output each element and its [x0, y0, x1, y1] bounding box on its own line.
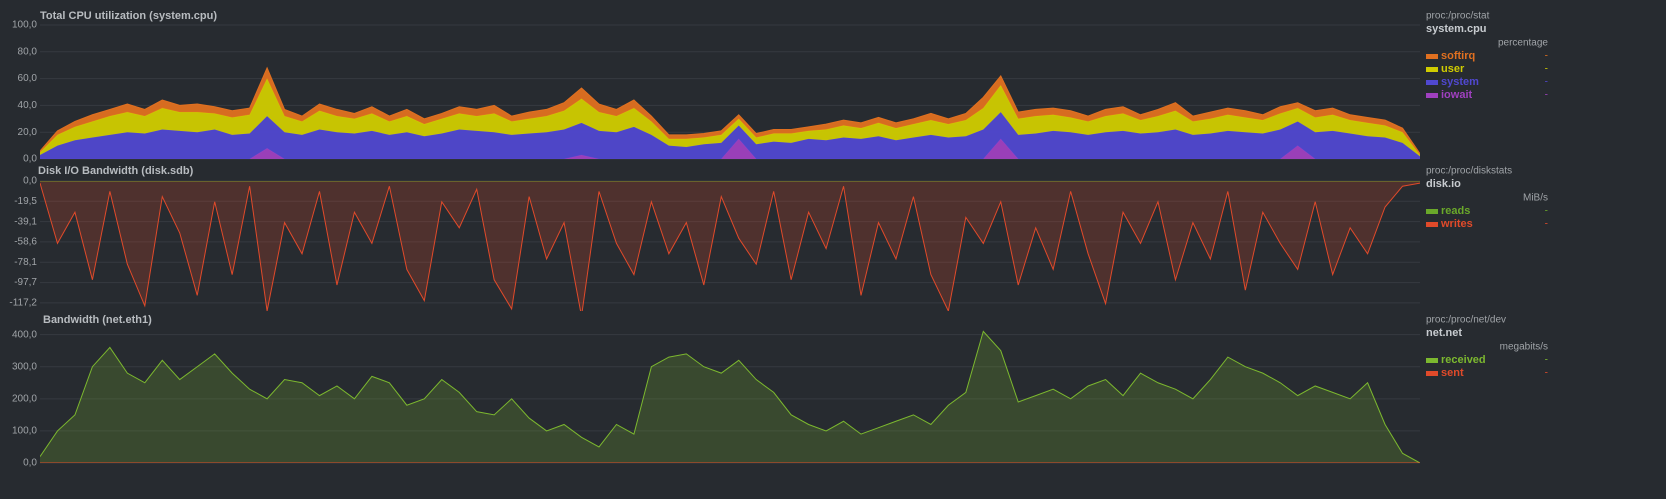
- y-tick-label: 0,0: [23, 458, 37, 469]
- series-line: [40, 330, 1420, 463]
- y-tick-label: 400,0: [12, 329, 37, 340]
- chart-source: proc:/proc/net/dev: [1426, 315, 1506, 326]
- y-tick-label: -19,5: [14, 196, 37, 207]
- y-tick-label: 200,0: [12, 393, 37, 404]
- legend-swatch: [1426, 67, 1438, 72]
- chart-panel: Bandwidth (net.eth1) 0,0 100,0 200,0 300,0 40…: [12, 314, 1548, 469]
- plot-area: [40, 181, 1420, 311]
- series-line: [40, 182, 1420, 311]
- legend-swatch: [1426, 209, 1438, 214]
- chart-title: Bandwidth (net.eth1): [43, 314, 152, 326]
- chart-source: proc:/proc/diskstats: [1426, 166, 1512, 177]
- legend-label: iowait: [1441, 89, 1473, 101]
- chart-panel: Disk I/O Bandwidth (disk.sdb)0,0 -19,5 -39…: [9, 165, 1548, 311]
- legend-label: sent: [1441, 367, 1464, 379]
- chart-context: disk.io: [1426, 178, 1461, 190]
- chart-units: megabits/s: [1500, 342, 1548, 353]
- chart-units: percentage: [1498, 38, 1548, 49]
- legend-value: -: [1545, 368, 1548, 379]
- legend-value: -: [1545, 77, 1548, 88]
- y-tick-label: 40,0: [18, 100, 38, 111]
- legend-label: reads: [1441, 205, 1470, 217]
- chart-title: Disk I/O Bandwidth (disk.sdb): [38, 165, 194, 177]
- area-fill: [40, 78, 1420, 157]
- y-tick-label: 80,0: [18, 46, 38, 57]
- chart-panel: Total CPU utilization (system.cpu) 0,0 20,…: [12, 10, 1548, 165]
- y-tick-label: -39,1: [14, 216, 37, 227]
- legend-label: system: [1441, 76, 1479, 88]
- y-tick-label: 0,0: [23, 154, 37, 165]
- area-fill: [40, 67, 1420, 155]
- y-tick-label: 300,0: [12, 361, 37, 372]
- chart-title: Total CPU utilization (system.cpu): [40, 10, 217, 22]
- legend-value: -: [1545, 219, 1548, 230]
- plot-area: [40, 66, 1420, 159]
- legend-value: -: [1545, 51, 1548, 62]
- legend-swatch: [1426, 93, 1438, 98]
- legend-swatch: [1426, 371, 1438, 376]
- legend-swatch: [1426, 80, 1438, 85]
- legend-swatch: [1426, 222, 1438, 227]
- legend-label: user: [1441, 63, 1465, 75]
- legend-swatch: [1426, 358, 1438, 363]
- legend-value: -: [1545, 206, 1548, 217]
- y-tick-label: 60,0: [18, 73, 38, 84]
- legend-label: received: [1441, 354, 1486, 366]
- chart-source: proc:/proc/stat: [1426, 11, 1490, 22]
- legend-label: writes: [1440, 218, 1473, 230]
- y-tick-label: -58,6: [14, 237, 37, 248]
- area-fill: [40, 181, 1420, 311]
- y-tick-label: 0,0: [23, 176, 37, 187]
- area-fill: [40, 331, 1420, 463]
- series-line: [40, 66, 1420, 154]
- y-tick-label: -117,2: [9, 298, 37, 309]
- y-tick-label: 100,0: [12, 20, 37, 31]
- legend-value: -: [1545, 355, 1548, 366]
- legend-label: softirq: [1441, 50, 1475, 62]
- plot-area: [40, 330, 1420, 463]
- chart-context: net.net: [1426, 327, 1462, 339]
- y-tick-label: -97,7: [14, 277, 37, 288]
- legend-swatch: [1426, 54, 1438, 59]
- y-tick-label: -78,1: [14, 257, 37, 268]
- legend-value: -: [1545, 64, 1548, 75]
- chart-context: system.cpu: [1426, 23, 1487, 35]
- chart-units: MiB/s: [1523, 193, 1548, 204]
- area-fill: [40, 112, 1420, 159]
- y-tick-label: 100,0: [12, 426, 37, 437]
- y-tick-label: 20,0: [18, 127, 38, 138]
- legend-value: -: [1545, 90, 1548, 101]
